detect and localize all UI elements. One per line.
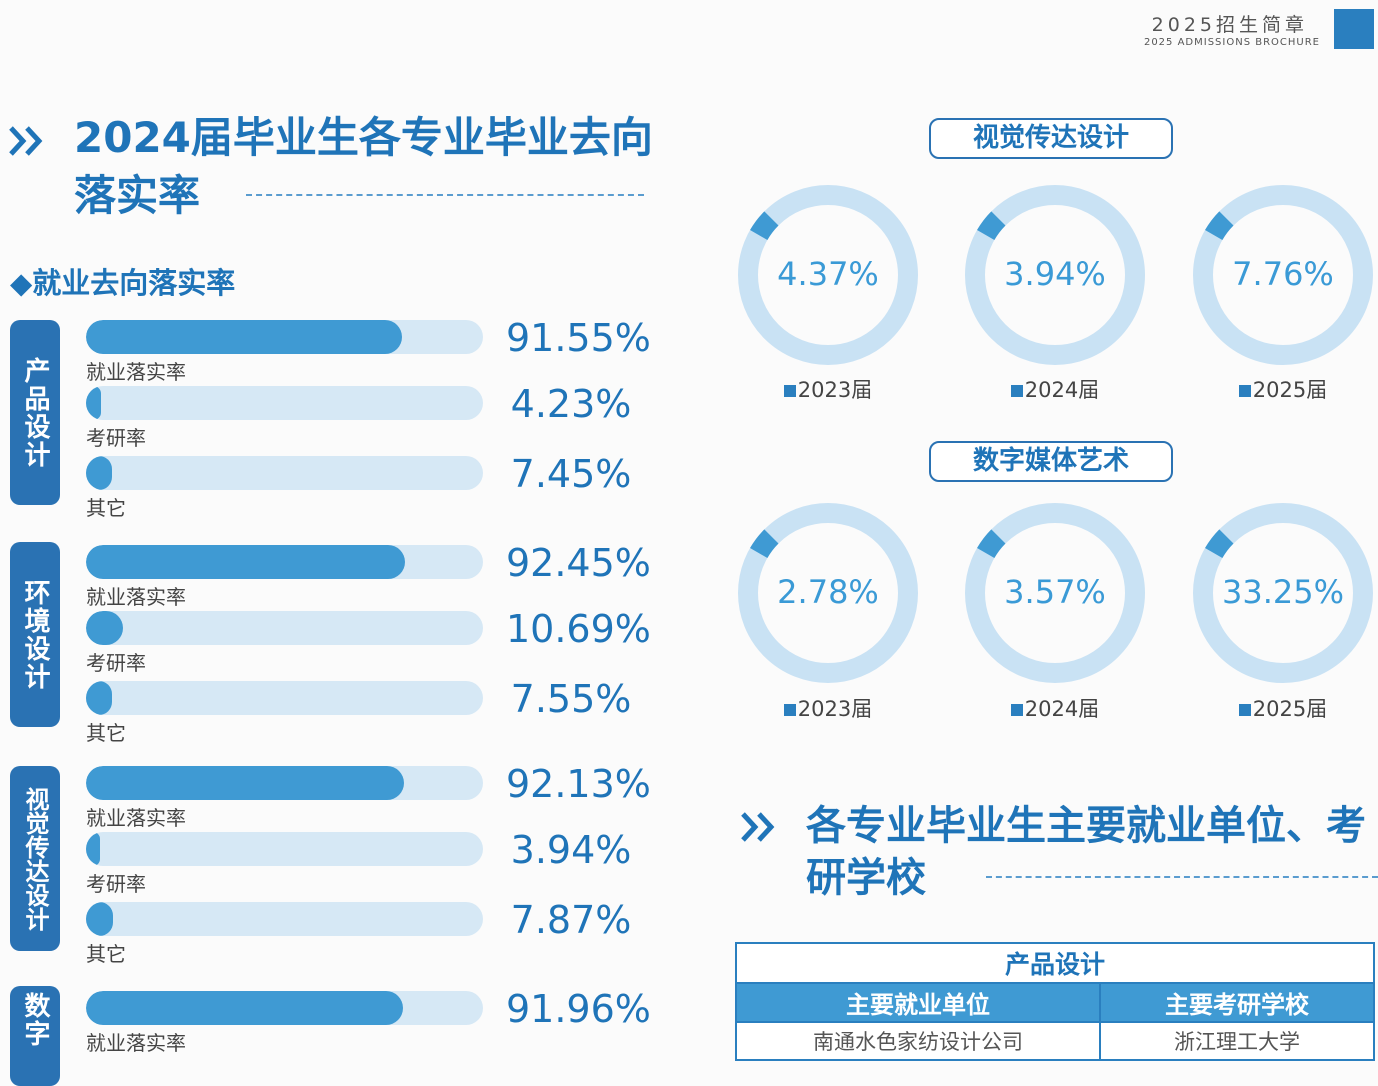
bar-value: 7.87%: [510, 898, 632, 942]
bar-value: 91.55%: [506, 316, 651, 360]
subheading: ◆就业去向落实率: [10, 266, 236, 300]
donut-year: 2024届: [965, 374, 1145, 404]
square-icon: [1010, 704, 1023, 716]
major-name: 视觉传达设计: [21, 786, 49, 931]
square-icon: [783, 385, 796, 397]
major-name: 产品设计: [20, 356, 50, 469]
brochure-title: 2025招生简章: [1151, 14, 1308, 36]
table-header-employers: 主要就业单位: [735, 982, 1101, 1023]
bar-label: 考研率: [86, 426, 146, 450]
table-row: 南通水色家纺设计公司 浙江理工大学: [735, 1021, 1375, 1061]
donut-year-label: 2023届: [797, 697, 873, 721]
donut-year: 2024届: [965, 693, 1145, 723]
donut-value: 4.37%: [777, 255, 879, 293]
bar-value: 92.13%: [506, 762, 651, 806]
donut-year: 2023届: [738, 693, 918, 723]
bar-fill: [86, 611, 123, 645]
donut-chart: [1193, 185, 1373, 365]
bar-label: 考研率: [86, 651, 146, 675]
section2-title-line1: 各专业毕业生主要就业单位、考: [806, 803, 1366, 849]
donut-year: 2023届: [738, 374, 918, 404]
bar-label: 其它: [86, 942, 126, 966]
table-cell: 南通水色家纺设计公司: [735, 1021, 1101, 1061]
bar-fill: [86, 681, 113, 715]
square-icon: [783, 704, 796, 716]
bar-fill: [86, 902, 114, 936]
employment-table: 产品设计 主要就业单位 主要考研学校 南通水色家纺设计公司 浙江理工大学: [735, 942, 1375, 1061]
square-icon: [1238, 385, 1251, 397]
donut-chart: [1193, 503, 1373, 683]
donut-year-label: 2024届: [1024, 697, 1100, 721]
bar-value: 4.23%: [510, 382, 632, 426]
bar-track: [86, 456, 483, 490]
bar-label: 就业落实率: [86, 360, 186, 384]
bar-fill: [86, 320, 402, 354]
bar-track: [86, 766, 483, 800]
bar-label: 考研率: [86, 872, 146, 896]
section2-title-line2: 研学校: [806, 855, 926, 901]
bar-label: 就业落实率: [86, 806, 186, 830]
square-icon: [1238, 704, 1251, 716]
bar-track: [86, 902, 483, 936]
donut-chart: [965, 185, 1145, 365]
major-name: 环境设计: [20, 578, 50, 691]
double-chevron-right-icon: [9, 126, 43, 156]
bar-label: 就业落实率: [86, 585, 186, 609]
donut-year-label: 2024届: [1024, 378, 1100, 402]
donut-chart: [738, 185, 918, 365]
bar-fill: [86, 766, 404, 800]
bar-track: [86, 320, 483, 354]
donut-value: 7.76%: [1232, 255, 1334, 293]
donut-year-label: 2023届: [797, 378, 873, 402]
section-title-line2: 落实率: [74, 171, 201, 220]
table-cell: 浙江理工大学: [1099, 1021, 1375, 1061]
bar-label: 其它: [86, 721, 126, 745]
donut-group-title: 视觉传达设计: [929, 118, 1173, 159]
bar-track: [86, 611, 483, 645]
bar-value: 3.94%: [510, 828, 632, 872]
bar-fill: [86, 456, 112, 490]
donut-group-title: 数字媒体艺术: [929, 441, 1173, 482]
bar-value: 91.96%: [506, 987, 651, 1031]
donut-year: 2025届: [1193, 693, 1373, 723]
section-title-line1: 2024届毕业生各专业毕业去向: [74, 113, 653, 162]
donut-value: 33.25%: [1221, 573, 1344, 611]
donut-chart: [738, 503, 918, 683]
bar-fill: [86, 386, 101, 420]
table-title: 产品设计: [735, 942, 1375, 984]
bar-label: 其它: [86, 496, 126, 520]
bar-track: [86, 545, 483, 579]
bar-value: 7.55%: [510, 677, 632, 721]
major-tab-product-design: 产品设计: [10, 320, 60, 505]
bar-fill: [86, 832, 100, 866]
bar-label: 就业落实率: [86, 1031, 186, 1055]
major-name: 数字: [20, 992, 50, 1048]
brochure-subtitle: 2025 ADMISSIONS BROCHURE: [1143, 37, 1320, 48]
bar-track: [86, 386, 483, 420]
major-tab-environment-design: 环境设计: [10, 542, 60, 727]
bar-value: 10.69%: [506, 607, 651, 651]
table-header-schools: 主要考研学校: [1099, 982, 1375, 1023]
major-tab-digital: 数字: [10, 986, 60, 1086]
bar-fill: [86, 545, 405, 579]
donut-chart: [965, 503, 1145, 683]
donut-value: 3.57%: [1004, 573, 1106, 611]
bar-track: [86, 681, 483, 715]
square-icon: [1010, 385, 1023, 397]
section2-divider: [986, 876, 1378, 878]
header-accent-block: [1334, 9, 1374, 49]
donut-year-label: 2025届: [1252, 697, 1328, 721]
bar-track: [86, 832, 483, 866]
donut-year: 2025届: [1193, 374, 1373, 404]
donut-value: 3.94%: [1004, 255, 1106, 293]
bar-fill: [86, 991, 404, 1025]
major-tab-visual-communication: 视觉传达设计: [10, 766, 60, 951]
donut-year-label: 2025届: [1252, 378, 1328, 402]
bar-track: [86, 991, 483, 1025]
donut-value: 2.78%: [777, 573, 879, 611]
double-chevron-right-icon: [741, 812, 775, 842]
bar-value: 92.45%: [506, 541, 651, 585]
section-divider: [246, 194, 644, 196]
bar-value: 7.45%: [510, 452, 632, 496]
